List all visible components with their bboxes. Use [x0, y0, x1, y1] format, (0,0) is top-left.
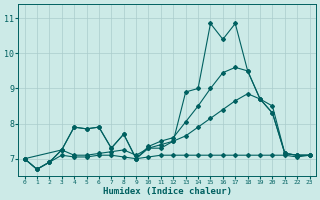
X-axis label: Humidex (Indice chaleur): Humidex (Indice chaleur)	[103, 187, 232, 196]
